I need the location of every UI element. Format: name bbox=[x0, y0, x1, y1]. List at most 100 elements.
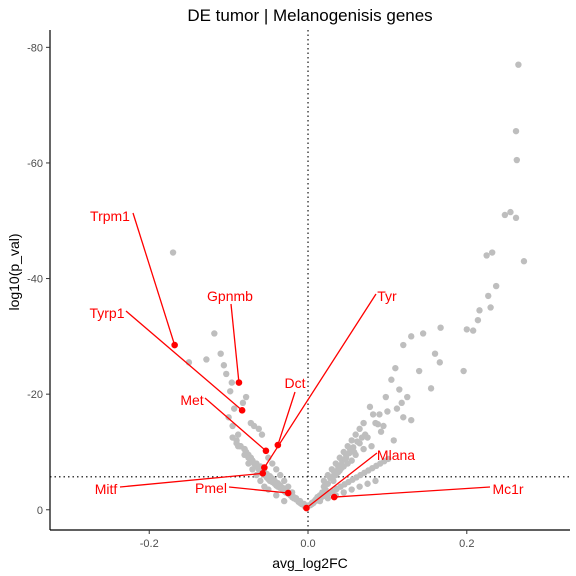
background-gene-point bbox=[512, 127, 520, 135]
highlight-point-pmel bbox=[284, 489, 292, 497]
background-gene-point bbox=[488, 249, 496, 256]
gene-label-tyr: Tyr bbox=[377, 288, 397, 304]
y-tick-label: -40 bbox=[27, 274, 43, 286]
background-gene-point bbox=[436, 359, 444, 366]
chart-title: DE tumor | Melanogenisis genes bbox=[187, 6, 432, 25]
background-gene-point bbox=[356, 425, 363, 433]
connector-pmel bbox=[228, 486, 289, 494]
gene-label-gpnmb: Gpnmb bbox=[207, 288, 253, 304]
background-gene-point bbox=[501, 211, 509, 219]
background-gene-point bbox=[253, 471, 260, 479]
background-gene-point bbox=[249, 466, 256, 473]
connector-tyrp1 bbox=[125, 310, 243, 411]
background-gene-point bbox=[427, 385, 435, 392]
y-tick-label: 0 bbox=[37, 505, 43, 517]
background-gene-point bbox=[242, 393, 250, 401]
background-gene-point bbox=[374, 421, 382, 428]
background-gene-point bbox=[396, 386, 403, 393]
background-gene-point bbox=[408, 416, 415, 424]
background-gene-point bbox=[273, 492, 280, 499]
background-gene-point bbox=[512, 214, 520, 222]
background-gene-point bbox=[280, 497, 288, 505]
background-gene-point bbox=[239, 399, 247, 407]
background-gene-point bbox=[460, 367, 467, 375]
background-gene-point bbox=[211, 330, 218, 337]
background-gene-point bbox=[372, 477, 379, 485]
background-gene-point bbox=[225, 414, 232, 421]
background-gene-point bbox=[483, 252, 490, 259]
background-gene-point bbox=[346, 449, 353, 457]
background-gene-point bbox=[487, 304, 494, 311]
background-gene-point bbox=[255, 425, 262, 433]
background-gene-point bbox=[398, 399, 405, 407]
background-gene-point bbox=[269, 460, 276, 467]
background-gene-point bbox=[474, 316, 482, 324]
background-gene-point bbox=[404, 393, 411, 401]
background-gene-point bbox=[492, 282, 500, 290]
highlight-point-mc1r bbox=[330, 493, 338, 501]
background-gene-point bbox=[384, 455, 392, 463]
background-gene-point bbox=[377, 428, 385, 435]
x-tick-label: -0.2 bbox=[140, 538, 159, 550]
background-gene-point bbox=[400, 414, 407, 421]
background-gene-point bbox=[515, 61, 522, 68]
background-gene-point bbox=[356, 483, 363, 490]
highlight-point-tyr bbox=[261, 464, 268, 471]
background-gene-point bbox=[354, 438, 361, 445]
gene-label-met: Met bbox=[180, 392, 203, 408]
background-gene-point bbox=[229, 422, 236, 430]
background-gene-point bbox=[342, 455, 349, 463]
highlight-point-trpm1 bbox=[171, 341, 178, 349]
background-gene-point bbox=[229, 434, 236, 441]
background-gene-point bbox=[360, 445, 367, 453]
background-gene-point bbox=[334, 467, 341, 474]
gene-label-pmel: Pmel bbox=[195, 480, 227, 496]
background-gene-point bbox=[415, 367, 423, 375]
background-gene-point bbox=[380, 422, 387, 430]
background-points bbox=[169, 61, 528, 511]
background-gene-point bbox=[388, 376, 395, 383]
background-gene-point bbox=[348, 437, 355, 444]
background-gene-point bbox=[360, 419, 367, 427]
background-gene-point bbox=[217, 350, 224, 357]
gene-label-mlana: Mlana bbox=[377, 447, 415, 463]
background-gene-point bbox=[366, 403, 374, 411]
background-gene-point bbox=[280, 477, 288, 485]
background-gene-point bbox=[507, 208, 514, 216]
connector-trpm1 bbox=[132, 212, 176, 346]
x-tick-label: 0.2 bbox=[459, 538, 474, 550]
background-gene-point bbox=[257, 477, 264, 485]
background-gene-point bbox=[234, 431, 242, 438]
background-gene-point bbox=[241, 445, 248, 453]
background-gene-point bbox=[228, 379, 236, 386]
background-gene-point bbox=[220, 362, 228, 369]
y-tick-label: -20 bbox=[27, 389, 43, 401]
background-gene-point bbox=[513, 156, 521, 164]
background-gene-point bbox=[330, 473, 337, 480]
background-gene-point bbox=[408, 333, 415, 340]
background-gene-point bbox=[277, 471, 284, 479]
axes: -0.2 0.0 0.2 -80 -60 -40 -20 0 bbox=[27, 30, 570, 550]
y-tick-label: -80 bbox=[27, 42, 43, 54]
y-tick-label: -60 bbox=[27, 158, 43, 170]
background-gene-point bbox=[273, 466, 280, 473]
background-gene-point bbox=[384, 408, 391, 415]
background-gene-point bbox=[234, 442, 242, 450]
background-gene-point bbox=[247, 419, 255, 427]
highlight-point-tyrp1 bbox=[238, 407, 246, 414]
gene-label-trpm1: Trpm1 bbox=[90, 208, 130, 224]
highlight-point-dct bbox=[274, 441, 282, 449]
gene-label-tyrp1: Tyrp1 bbox=[89, 305, 124, 321]
y-axis-title: log10(p_val) bbox=[6, 233, 22, 310]
x-axis-title: avg_log2FC bbox=[272, 555, 348, 571]
background-gene-point bbox=[340, 489, 347, 496]
connector-mc1r bbox=[334, 486, 491, 498]
highlight-point-met bbox=[262, 447, 270, 455]
highlight-point-gpnmb bbox=[235, 379, 243, 386]
connector-dct bbox=[277, 391, 296, 446]
background-gene-point bbox=[520, 258, 528, 265]
highlight-point-mitf bbox=[259, 470, 267, 477]
background-gene-point bbox=[437, 324, 444, 331]
background-gene-point bbox=[369, 411, 377, 418]
